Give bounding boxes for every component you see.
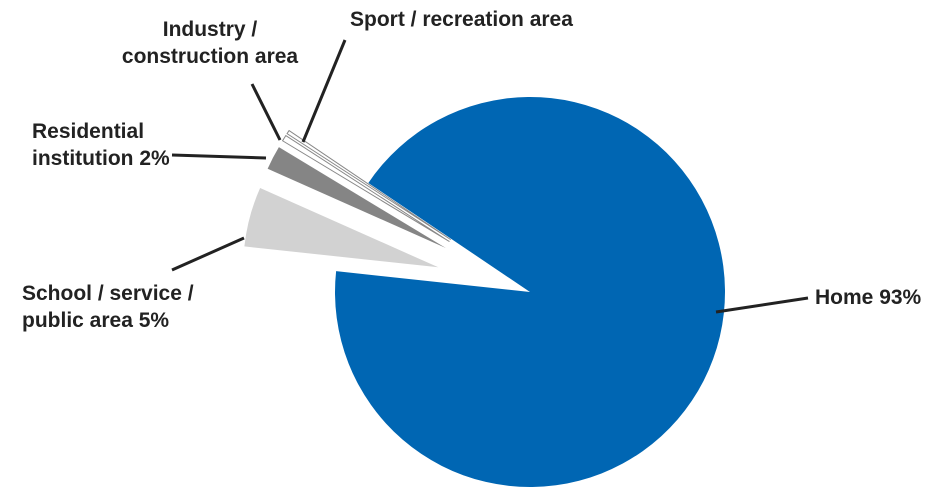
slice-label: Industry / construction area [110, 16, 310, 70]
category-name: Residential institution [32, 120, 145, 170]
pie-slice [286, 129, 452, 241]
slice-label: School / service / public area 5% [22, 280, 252, 334]
slice-label: Residential institution 2% [32, 118, 212, 172]
pie-slice [281, 134, 450, 243]
slice-label: Home 93% [815, 284, 946, 311]
leader-line [250, 83, 282, 141]
category-name: Home [815, 286, 874, 309]
pie-slice [267, 147, 446, 249]
value-label: 2% [139, 147, 170, 170]
slice-label: Sport / recreation area [350, 6, 640, 33]
leader-line [171, 153, 267, 160]
leader-line [301, 39, 347, 143]
category-name: School / service / public area [22, 282, 194, 332]
category-name: Industry / construction area [121, 18, 299, 68]
category-name: Sport / recreation area [350, 8, 573, 31]
leader-line [171, 236, 245, 272]
value-label: 5% [138, 309, 170, 332]
pie-slice [334, 97, 725, 488]
leader-line [715, 296, 809, 314]
value-label: 93% [879, 286, 922, 309]
pie-slice [244, 187, 439, 268]
